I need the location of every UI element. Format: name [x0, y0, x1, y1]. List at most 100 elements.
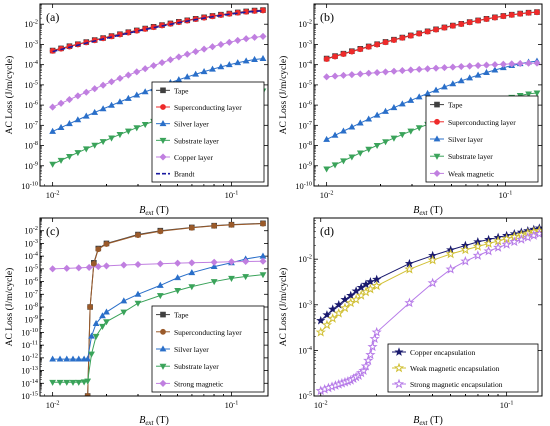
y-tick-label: 10-6 — [298, 100, 312, 111]
data-point — [365, 349, 376, 360]
data-point — [483, 16, 490, 22]
legend-label: Strong magnetic encapsulation — [410, 380, 503, 389]
y-tick-label: 10-14 — [21, 378, 38, 389]
data-point — [88, 332, 95, 339]
legend: Tape Superconducting layer Silver layer Sub… — [425, 95, 539, 183]
data-point — [407, 66, 415, 74]
y-tick-label: 10-2 — [24, 19, 38, 30]
data-point — [49, 103, 57, 111]
y-tick-label: 10-10 — [21, 181, 38, 192]
y-tick-label: 10-2 — [24, 225, 38, 236]
data-point — [534, 9, 540, 16]
data-point — [373, 69, 381, 77]
data-point — [63, 355, 71, 362]
y-tick-label: 10-12 — [21, 352, 38, 363]
data-point — [134, 260, 142, 269]
data-point — [87, 304, 93, 310]
data-point — [516, 234, 527, 244]
data-point — [360, 360, 372, 371]
y-tick-label: 10-3 — [298, 299, 312, 310]
data-point — [209, 65, 216, 72]
x-tick-label: 10-1 — [225, 190, 239, 201]
data-point — [228, 275, 235, 282]
data-point — [225, 38, 233, 46]
data-point — [56, 355, 64, 362]
data-point — [331, 131, 339, 138]
data-point — [472, 250, 483, 260]
data-point — [210, 258, 218, 266]
data-point — [390, 135, 398, 142]
data-point — [103, 308, 110, 315]
data-point — [84, 378, 92, 385]
legend-label: Substrate layer — [174, 136, 219, 145]
data-point — [391, 37, 397, 43]
legend-label: Tape — [174, 311, 189, 320]
y-axis-label: AC Loss (J/m/cycle) — [278, 268, 289, 347]
data-point — [398, 100, 406, 107]
data-point — [108, 135, 115, 142]
y-tick-label: 10-7 — [298, 120, 312, 131]
data-point — [234, 36, 242, 44]
y-tick-label: 10-3 — [298, 39, 312, 50]
legend-marker — [434, 118, 440, 125]
data-point — [242, 57, 250, 64]
data-point — [188, 269, 196, 276]
data-point — [323, 73, 331, 81]
x-tick-label: 10-1 — [225, 400, 239, 411]
y-tick-label: 10-11 — [21, 340, 38, 351]
data-point — [348, 154, 356, 161]
data-point — [427, 254, 438, 265]
legend-marker — [393, 378, 405, 389]
data-point — [525, 9, 532, 16]
y-tick-label: 10-6 — [24, 276, 38, 287]
data-point — [150, 62, 158, 70]
data-point — [63, 264, 71, 272]
data-point — [91, 108, 99, 115]
data-point — [208, 43, 217, 51]
data-point — [449, 63, 457, 71]
data-point — [124, 94, 132, 101]
legend-marker — [159, 363, 167, 370]
data-point — [315, 326, 326, 337]
data-point — [415, 125, 423, 132]
data-point — [500, 13, 507, 20]
data-point — [251, 55, 258, 62]
panel-label: (d) — [320, 224, 334, 238]
data-point — [331, 162, 339, 169]
data-point — [474, 71, 482, 78]
data-point — [102, 262, 111, 270]
legend-label: Superconducting layer — [174, 103, 242, 112]
panel-label: (c) — [46, 224, 59, 238]
data-point — [404, 297, 415, 308]
data-point — [528, 230, 539, 240]
data-point — [483, 68, 490, 75]
data-point — [323, 56, 330, 62]
data-point — [365, 115, 373, 122]
panel-label: (b) — [320, 10, 334, 24]
data-point — [157, 228, 164, 235]
data-point — [259, 252, 267, 259]
x-axis-label: Bext (T) — [413, 415, 443, 426]
data-point — [116, 74, 124, 82]
data-point — [499, 60, 507, 68]
data-point — [432, 86, 440, 93]
data-point — [49, 379, 57, 386]
panel-label: (a) — [46, 10, 59, 24]
data-point — [74, 116, 82, 123]
data-point — [516, 59, 524, 68]
y-tick-label: 10-15 — [21, 391, 38, 402]
data-point — [124, 128, 132, 135]
data-point — [533, 59, 541, 67]
legend-label: Tape — [448, 101, 463, 110]
y-tick-label: 10-9 — [298, 160, 312, 171]
y-tick-label: 10-2 — [298, 254, 312, 265]
data-point — [367, 341, 378, 352]
data-point — [192, 48, 200, 56]
data-point — [382, 39, 389, 46]
data-point — [75, 379, 83, 386]
y-tick-label: 10-2 — [298, 19, 312, 30]
legend-label: Silver layer — [174, 120, 209, 129]
data-point — [260, 220, 266, 227]
data-point — [340, 51, 347, 57]
